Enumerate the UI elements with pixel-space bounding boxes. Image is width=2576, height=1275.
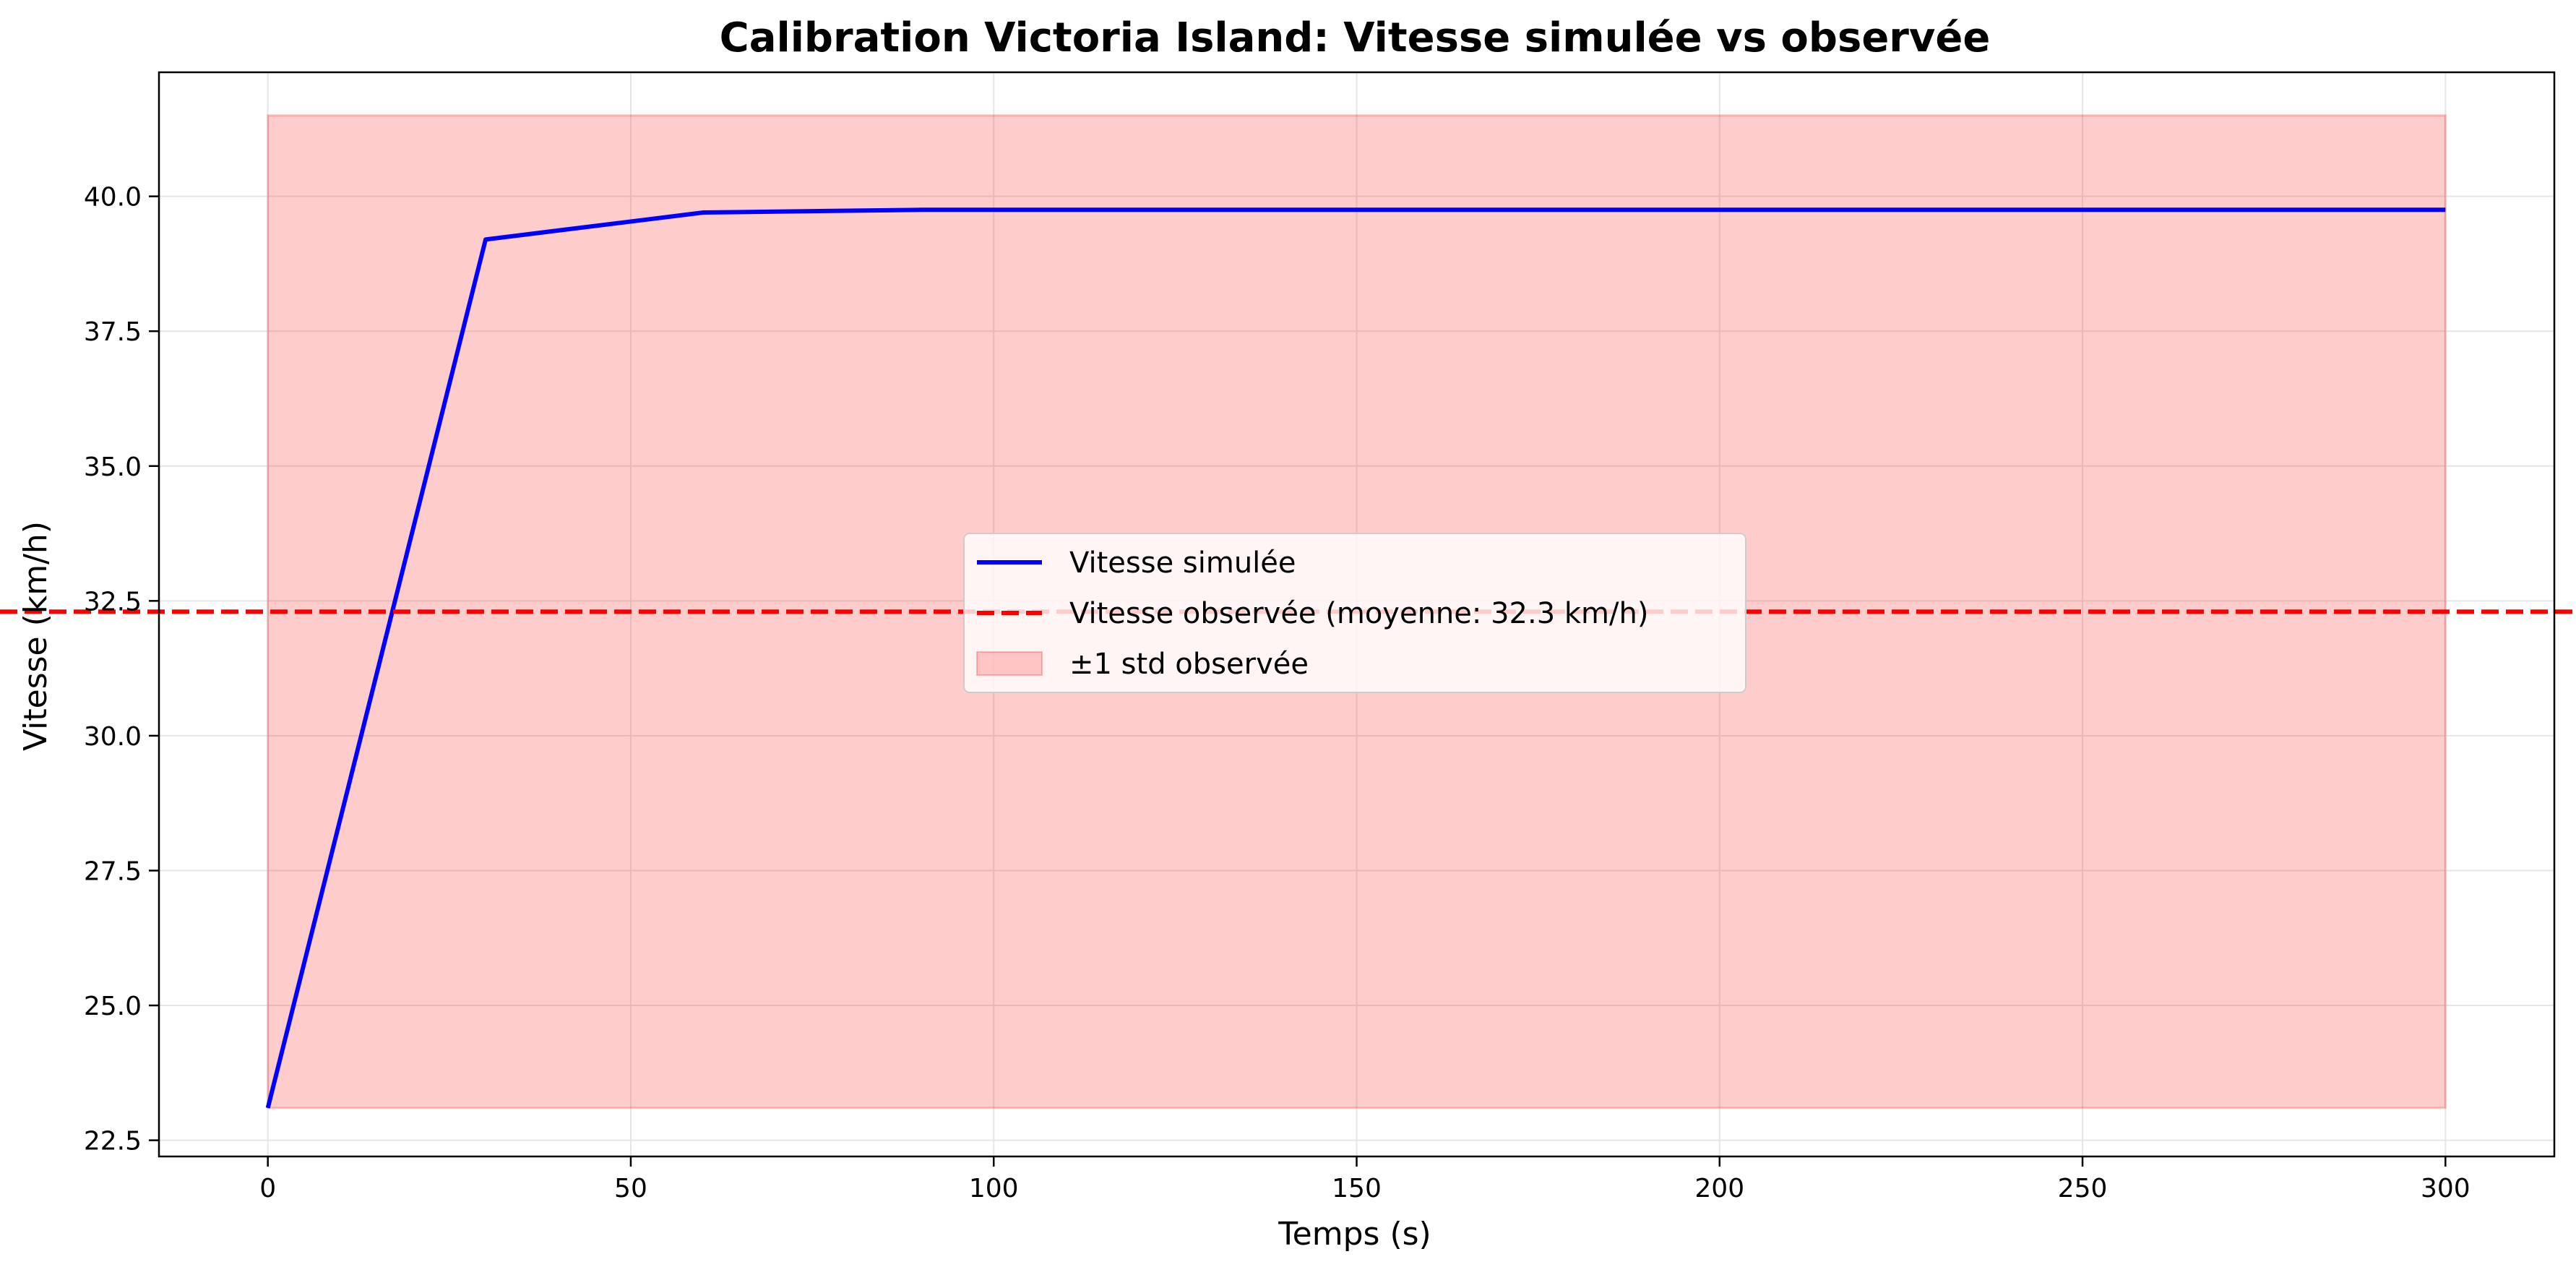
y-tick-label: 37.5 xyxy=(84,317,142,347)
x-tick-label: 100 xyxy=(969,1174,1019,1203)
legend-box xyxy=(963,533,1746,693)
y-tick-label: 22.5 xyxy=(84,1127,142,1156)
y-tick-label: 27.5 xyxy=(84,857,142,886)
legend: Vitesse simulée Vitesse observée (moyenne… xyxy=(963,533,1746,693)
x-tick-label: 150 xyxy=(1332,1174,1382,1203)
y-axis-label: Vitesse (km/h) xyxy=(17,521,54,751)
y-tick-label: 40.0 xyxy=(84,183,142,212)
x-tick-label: 300 xyxy=(2421,1174,2471,1203)
x-axis-label: Temps (s) xyxy=(1278,1216,1431,1253)
x-tick-label: 200 xyxy=(1694,1174,1744,1203)
x-tick-label: 250 xyxy=(2058,1174,2108,1203)
legend-swatch-band xyxy=(976,651,1043,676)
grid xyxy=(159,72,2554,1156)
chart-title: Calibration Victoria Island: Vitesse sim… xyxy=(720,14,1991,61)
y-tick-label: 30.0 xyxy=(84,722,142,752)
y-tick-label: 25.0 xyxy=(84,992,142,1021)
simulated-speed-line xyxy=(265,207,2446,1109)
y-axis: 22.5 25.0 27.5 30.0 32.5 35.0 37.5 40.0 xyxy=(84,183,159,1156)
x-tick-label: 0 xyxy=(259,1174,276,1203)
y-tick-label: 35.0 xyxy=(84,452,142,482)
y-tick-label: 32.5 xyxy=(84,587,142,617)
x-axis: 0 50 100 150 200 250 300 xyxy=(259,1156,2471,1203)
x-tick-label: 50 xyxy=(614,1174,647,1203)
legend-label: Vitesse observée (moyenne: 32.3 km/h) xyxy=(1069,597,1648,630)
legend-label: ±1 std observée xyxy=(1069,648,1309,681)
legend-label: Vitesse simulée xyxy=(1069,546,1296,580)
